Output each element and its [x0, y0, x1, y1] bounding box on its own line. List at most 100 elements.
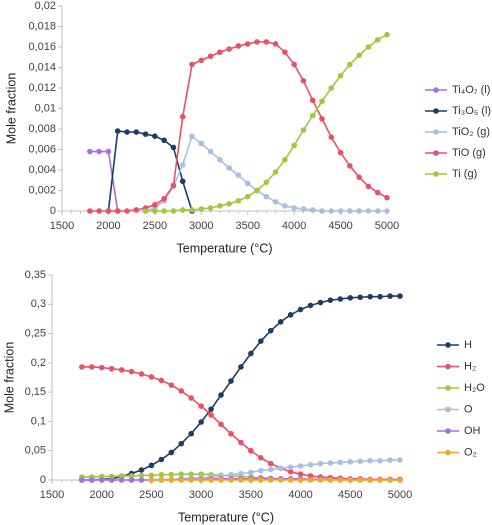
data-point — [258, 467, 264, 474]
y-tick-label: 0,002 — [28, 184, 56, 196]
data-point — [287, 312, 294, 318]
data-point — [367, 457, 373, 464]
data-point — [244, 41, 251, 47]
data-point — [207, 148, 214, 155]
data-point — [188, 395, 194, 401]
data-point — [307, 461, 314, 468]
data-point — [356, 174, 362, 180]
legend-marker — [433, 129, 439, 135]
data-point — [328, 134, 335, 140]
data-point — [158, 471, 165, 478]
data-point — [365, 183, 372, 190]
y-tick-label: 0,1 — [31, 415, 46, 427]
data-point — [188, 430, 194, 437]
data-point — [337, 459, 344, 466]
data-point — [218, 421, 224, 428]
data-point — [118, 477, 125, 483]
data-point — [138, 371, 145, 377]
x-tick-label: 2500 — [139, 489, 163, 501]
legend-label: H₂ — [464, 360, 476, 372]
series-line — [89, 41, 388, 212]
data-point — [300, 127, 307, 133]
data-point — [287, 464, 294, 470]
y-tick-label: 0,016 — [28, 41, 56, 53]
data-point — [327, 477, 334, 483]
legend-marker — [433, 150, 439, 156]
y-tick-label: 0,004 — [28, 164, 56, 176]
data-point — [300, 78, 307, 84]
data-point — [287, 477, 294, 483]
x-tick-label: 5000 — [388, 489, 412, 501]
data-point — [179, 113, 186, 120]
legend-marker — [433, 87, 439, 93]
data-point — [226, 46, 232, 52]
data-point — [87, 208, 93, 214]
data-point — [168, 382, 175, 388]
data-point — [228, 477, 234, 483]
data-point — [142, 208, 149, 214]
legend-label: OH — [464, 425, 481, 437]
data-point — [291, 205, 297, 211]
data-point — [384, 194, 390, 201]
data-point — [365, 44, 372, 50]
legend-label: Ti₃O₅ (l) — [452, 105, 491, 117]
data-point — [267, 460, 274, 467]
x-tick-label: 1500 — [50, 220, 74, 232]
data-point — [397, 477, 403, 483]
data-point — [263, 179, 270, 186]
data-point — [337, 149, 344, 156]
data-point — [317, 460, 324, 467]
data-point — [374, 37, 381, 43]
data-point — [217, 156, 223, 163]
data-point — [272, 41, 279, 47]
data-point — [128, 477, 135, 483]
data-point — [217, 49, 223, 55]
data-point — [309, 207, 316, 213]
legend-label: O — [464, 403, 473, 415]
data-point — [88, 364, 95, 370]
data-point — [367, 293, 373, 300]
data-point — [179, 207, 186, 213]
data-point — [300, 206, 307, 212]
data-point — [152, 133, 158, 139]
legend-marker — [445, 342, 451, 348]
data-point — [254, 39, 260, 45]
data-point — [356, 208, 362, 214]
data-point — [158, 456, 165, 463]
data-point — [170, 182, 177, 189]
data-point — [108, 477, 115, 483]
data-point — [328, 208, 335, 214]
data-point — [208, 477, 214, 483]
data-point — [282, 203, 288, 209]
x-tick-label: 3000 — [189, 489, 213, 501]
data-point — [152, 202, 158, 208]
series-line — [145, 134, 387, 212]
data-point — [277, 319, 284, 325]
data-point — [105, 148, 112, 155]
data-point — [244, 180, 251, 187]
x-tick-label: 4500 — [338, 489, 362, 501]
data-point — [377, 457, 383, 464]
y-tick-label: 0,018 — [28, 20, 56, 32]
data-point — [297, 471, 304, 477]
data-point — [198, 57, 205, 64]
data-point — [347, 61, 353, 68]
data-point — [228, 471, 234, 478]
data-point — [161, 195, 167, 202]
data-point — [148, 472, 155, 479]
data-point — [282, 49, 288, 55]
y-tick-label: 0,014 — [28, 61, 56, 73]
y-axis-title: Mole fraction — [4, 73, 18, 145]
x-tick-label: 2000 — [89, 489, 113, 501]
data-point — [238, 439, 244, 446]
legend-marker — [445, 385, 451, 391]
data-point — [128, 473, 135, 479]
data-point — [152, 208, 158, 214]
data-point — [235, 197, 242, 204]
series-line — [81, 295, 400, 481]
y-axis-title: Mole fraction — [2, 342, 16, 414]
y-tick-label: 0,2 — [31, 357, 46, 369]
data-point — [319, 98, 325, 105]
legend-marker — [445, 363, 451, 370]
data-point — [105, 208, 112, 214]
